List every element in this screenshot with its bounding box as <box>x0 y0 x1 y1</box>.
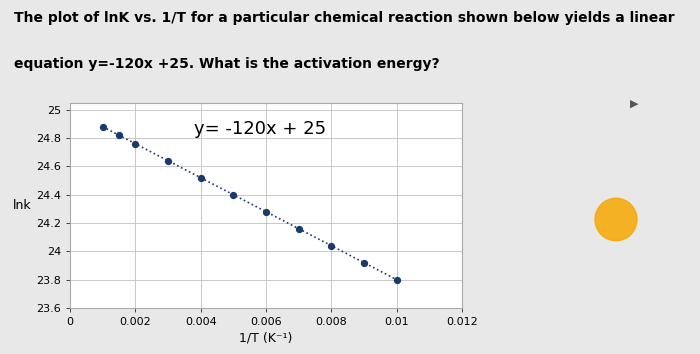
Point <box>391 277 402 282</box>
Point <box>162 158 174 164</box>
Point <box>326 243 337 249</box>
Text: y= -120x + 25: y= -120x + 25 <box>194 120 326 138</box>
X-axis label: 1/T (K⁻¹): 1/T (K⁻¹) <box>239 331 293 344</box>
Point <box>195 175 206 181</box>
Point <box>260 209 272 215</box>
Point <box>228 192 239 198</box>
Point <box>358 260 370 266</box>
Point <box>293 226 304 232</box>
Text: equation y=-120x +25. What is the activation energy?: equation y=-120x +25. What is the activa… <box>14 57 440 71</box>
Text: The plot of lnK vs. 1/T for a particular chemical reaction shown below yields a : The plot of lnK vs. 1/T for a particular… <box>14 11 675 25</box>
Point <box>130 141 141 147</box>
Y-axis label: lnk: lnk <box>13 199 32 212</box>
Text: ▶: ▶ <box>630 99 638 109</box>
Point <box>97 124 108 130</box>
Point <box>113 132 125 138</box>
